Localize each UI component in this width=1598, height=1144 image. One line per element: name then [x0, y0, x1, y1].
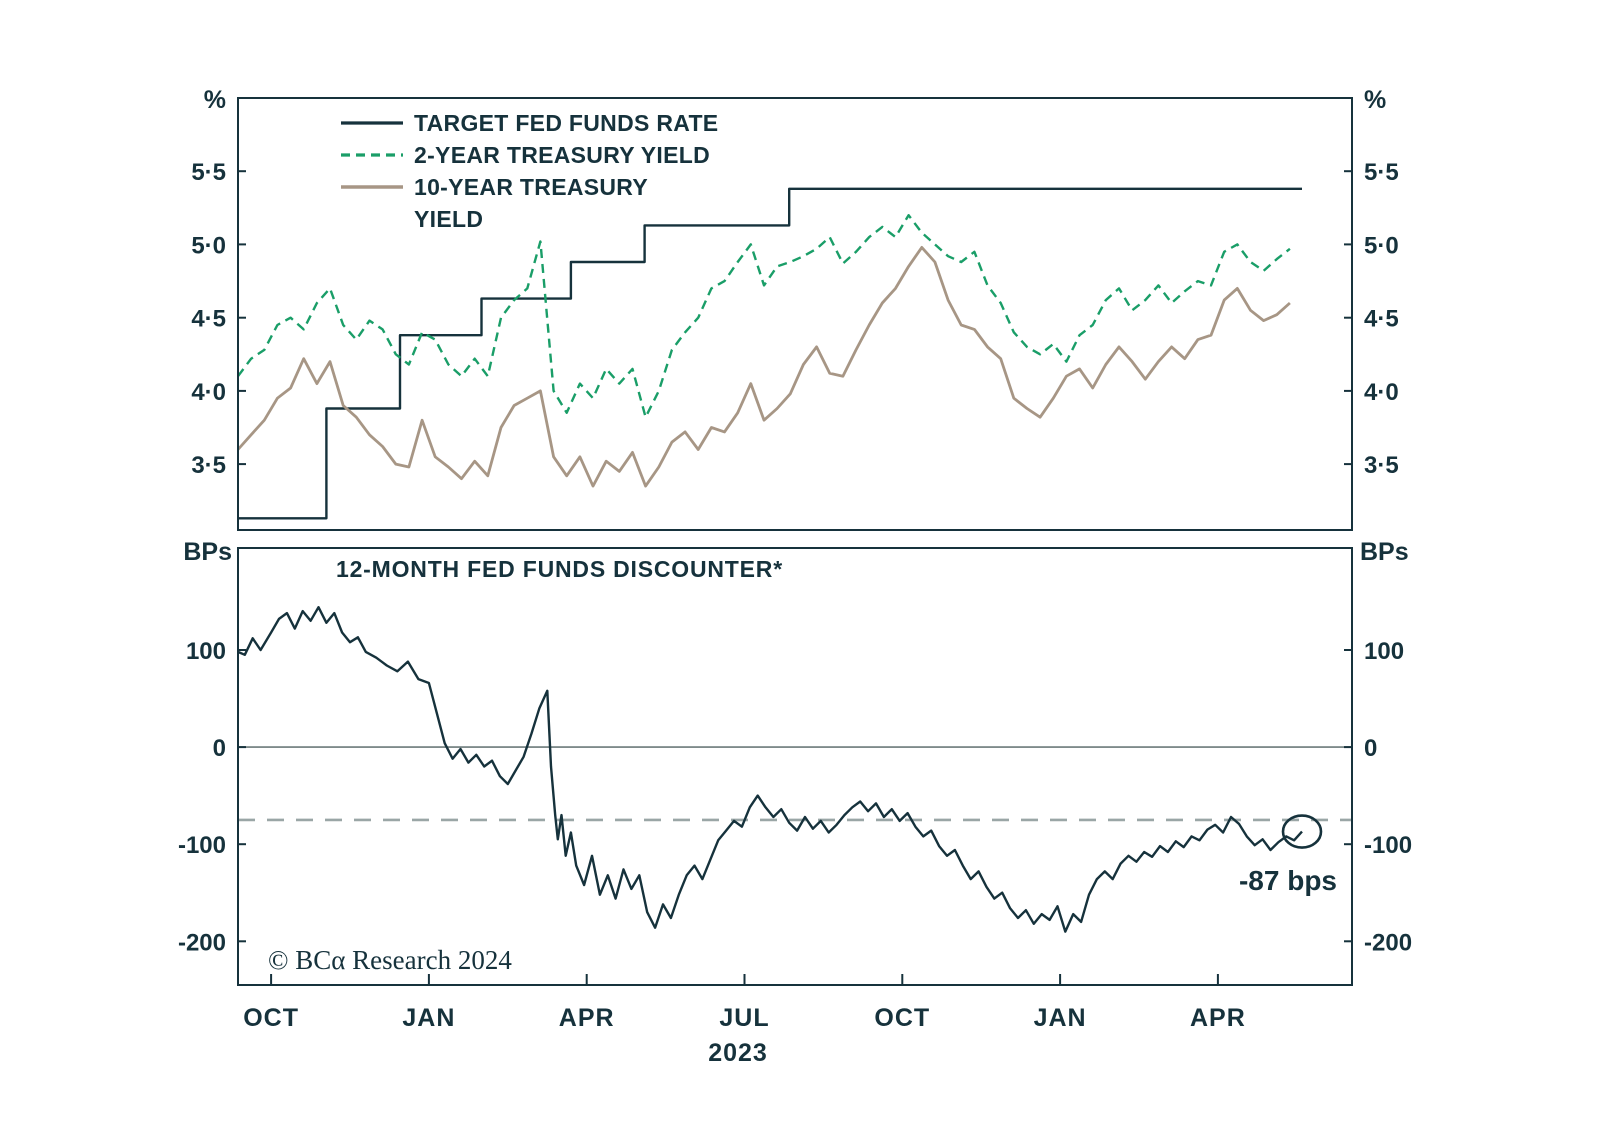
x-axis-label: JUL: [719, 1004, 769, 1032]
legend-label-10yr-yield-line2: YIELD: [414, 206, 483, 232]
y-axis-label-left: 5·0: [191, 232, 226, 259]
y-axis-label-left: 4·5: [191, 306, 226, 333]
legend-label-2yr-yield: 2-YEAR TREASURY YIELD: [414, 142, 710, 168]
y-axis-label-right: 100: [1364, 638, 1404, 665]
x-axis-label: APR: [1190, 1004, 1246, 1032]
panel-box: [237, 547, 1353, 986]
x-axis-label: JAN: [1034, 1004, 1087, 1032]
bottom-panel-title: 12-MONTH FED FUNDS DISCOUNTER*: [336, 556, 783, 582]
y-axis-label-right: 0: [1364, 735, 1377, 762]
y-axis-label-left: -100: [178, 832, 226, 859]
y-axis-label-left: 0: [213, 735, 226, 762]
bottom-left-unit-label: BPs: [183, 538, 232, 566]
series-line-target_fed_funds_rate: [238, 187, 1302, 520]
top-right-unit-label: %: [1364, 86, 1386, 114]
y-axis-label-right: 5·0: [1364, 232, 1399, 259]
x-axis-label: APR: [559, 1004, 615, 1032]
x-axis-year-label: 2023: [708, 1039, 768, 1067]
y-axis-label-right: -200: [1364, 929, 1412, 956]
annotation-circle-icon: [1281, 814, 1323, 849]
y-axis-label-left: 5·5: [191, 159, 226, 186]
copyright-text: © BCα Research 2024: [268, 945, 512, 975]
bottom-right-unit-label: BPs: [1360, 538, 1409, 566]
annotation-text: -87 bps: [1239, 865, 1337, 896]
y-axis-label-right: -100: [1364, 832, 1412, 859]
legend: TARGET FED FUNDS RATE 2-YEAR TREASURY YI…: [341, 110, 718, 232]
top-left-unit-label: %: [204, 86, 226, 114]
y-axis-label-right: 4·0: [1364, 379, 1399, 406]
y-axis-label-right: 5·5: [1364, 159, 1399, 186]
top-panel-annotations: % % TARGET FED FUNDS RATE 2-YEAR TREASUR…: [204, 86, 1386, 232]
y-axis-label-left: 100: [186, 638, 226, 665]
legend-label-fed-funds: TARGET FED FUNDS RATE: [414, 110, 718, 136]
series-line-fed_funds_discounter: [237, 606, 1303, 933]
y-axis-label-left: -200: [178, 929, 226, 956]
y-axis-label-right: 4·5: [1364, 306, 1399, 333]
x-axis-label: OCT: [243, 1004, 299, 1032]
x-axis-label: JAN: [402, 1004, 455, 1032]
x-axis-label: OCT: [874, 1004, 930, 1032]
series-line-ten_year_treasury_yield: [236, 245, 1291, 488]
y-axis-label-left: 4·0: [191, 379, 226, 406]
y-axis-label-right: 3·5: [1364, 452, 1399, 479]
bottom-panel-annotations: BPs BPs 12-MONTH FED FUNDS DISCOUNTER* -…: [183, 538, 1408, 975]
legend-label-10yr-yield: 10-YEAR TREASURY: [414, 174, 648, 200]
panel-box: [237, 97, 1353, 531]
y-axis-label-left: 3·5: [191, 452, 226, 479]
chart-render-layer: 5·5 5·5 5·0 5·0 4·5 4·5 4·0 4·0 3·5 3·5 100 100 0 0 -1…: [178, 97, 1412, 1032]
series-line-two_year_treasury_yield: [237, 213, 1291, 419]
